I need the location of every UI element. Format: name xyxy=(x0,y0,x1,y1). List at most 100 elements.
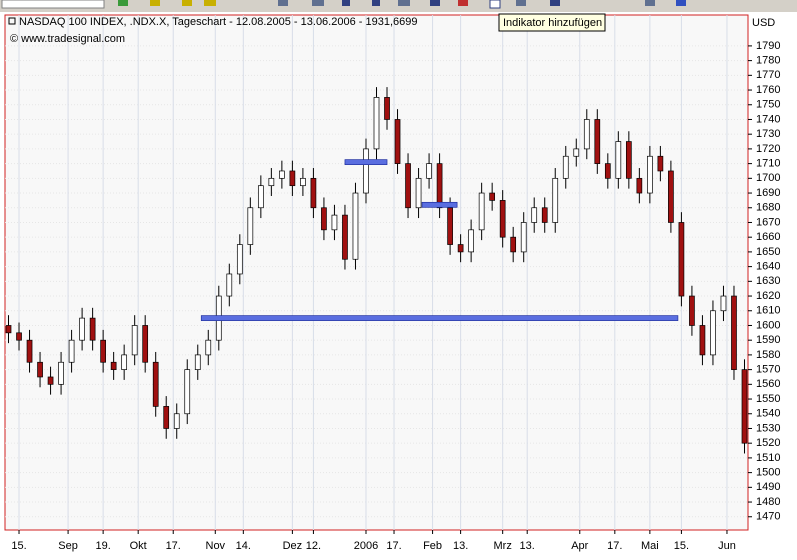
x-tick-label: 19. xyxy=(95,540,110,552)
y-tick-label: 1550 xyxy=(756,393,780,405)
candle-body xyxy=(184,369,191,415)
candle-body xyxy=(384,97,390,120)
candle-body xyxy=(89,317,96,341)
y-tick-label: 1780 xyxy=(756,55,780,67)
candle-body xyxy=(710,310,716,356)
y-tick-label: 1660 xyxy=(756,231,780,243)
y-tick-label: 1760 xyxy=(756,84,780,96)
candle-body xyxy=(731,295,737,370)
candle-body xyxy=(531,207,538,223)
candle-body xyxy=(604,163,611,179)
candle-body xyxy=(447,207,453,245)
x-tick-label: Dez xyxy=(283,540,303,552)
x-tick-label: 12. xyxy=(306,540,321,552)
y-tick-label: 1710 xyxy=(756,158,780,170)
candle-body xyxy=(352,192,359,260)
y-tick-label: 1470 xyxy=(756,511,780,523)
candle-body xyxy=(562,155,569,179)
chart-subtitle: © www.tradesignal.com xyxy=(10,33,125,45)
candle-body xyxy=(226,273,233,297)
x-tick-label: 13. xyxy=(520,540,535,552)
candle-body xyxy=(625,141,632,179)
candle-body xyxy=(699,325,706,356)
y-tick-label: 1740 xyxy=(756,113,780,125)
candle-body xyxy=(173,413,180,429)
y-axis-label: USD xyxy=(752,17,775,29)
tooltip: Indikator hinzufügen xyxy=(503,17,602,29)
y-tick-label: 1520 xyxy=(756,437,780,449)
candle-body xyxy=(110,361,117,370)
candle-body xyxy=(16,332,22,341)
candle-body xyxy=(363,148,369,194)
x-tick-label: 15. xyxy=(674,540,689,552)
x-tick-label: 13. xyxy=(453,540,468,552)
candle-body xyxy=(37,361,43,378)
candle-body xyxy=(142,325,149,363)
candle-body xyxy=(321,207,327,231)
candle-body xyxy=(436,163,443,209)
candle-body xyxy=(415,177,422,209)
candle-body xyxy=(541,207,548,223)
y-tick-label: 1620 xyxy=(756,290,780,302)
x-tick-label: Nov xyxy=(206,540,226,552)
y-tick-label: 1570 xyxy=(756,364,780,376)
candle-body xyxy=(594,119,601,164)
y-tick-label: 1630 xyxy=(756,275,780,287)
candle-body xyxy=(468,229,474,253)
candle-body xyxy=(741,369,748,444)
y-tick-label: 1730 xyxy=(756,128,780,140)
y-tick-label: 1670 xyxy=(756,216,780,228)
candle-body xyxy=(100,339,106,363)
candle-body xyxy=(499,200,506,238)
tooltip-box xyxy=(498,13,606,32)
candle-body xyxy=(26,339,33,363)
y-tick-label: 1770 xyxy=(756,69,780,81)
candle-body xyxy=(573,148,580,157)
y-tick-label: 1540 xyxy=(756,408,780,420)
y-tick-label: 1650 xyxy=(756,246,780,258)
chart-title: NASDAQ 100 INDEX, .NDX.X, Tageschart - 1… xyxy=(19,16,417,28)
y-tick-label: 1560 xyxy=(756,378,780,390)
y-tick-label: 1590 xyxy=(756,334,780,346)
candle-body xyxy=(668,170,674,223)
candle-body xyxy=(457,244,464,253)
toolbar-icons xyxy=(118,0,686,9)
candle-body xyxy=(373,97,380,150)
candle-body xyxy=(121,354,128,370)
y-tick-label: 1600 xyxy=(756,319,780,331)
marks xyxy=(5,87,748,454)
candle-body xyxy=(647,155,653,194)
y-tick-label: 1720 xyxy=(756,143,780,155)
candle-body xyxy=(5,325,12,334)
x-tick-label: 17. xyxy=(386,540,401,552)
y-tick-label: 1530 xyxy=(756,422,780,434)
x-tick-label: Apr xyxy=(571,540,588,552)
symbol-input[interactable] xyxy=(1,0,105,9)
candle-body xyxy=(342,214,348,260)
y-tick-label: 1580 xyxy=(756,349,780,361)
candle-body xyxy=(510,236,517,253)
y-tick-label: 1700 xyxy=(756,172,780,184)
x-tick-label: Feb xyxy=(423,540,442,552)
x-tick-label: 17. xyxy=(607,540,622,552)
candle-body xyxy=(720,295,727,312)
candle-body xyxy=(58,361,64,385)
y-tick-label: 1510 xyxy=(756,452,780,464)
x-tick-label: Okt xyxy=(130,540,147,552)
candle-body xyxy=(310,177,317,209)
y-tick-label: 1610 xyxy=(756,305,780,317)
candle-body xyxy=(678,222,685,297)
candle-body xyxy=(47,376,54,385)
candle-body xyxy=(405,163,411,209)
y-tick-label: 1490 xyxy=(756,481,780,493)
y-tick-label: 1790 xyxy=(756,40,780,52)
y-tick-label: 1750 xyxy=(756,99,780,111)
candle-body xyxy=(79,317,85,341)
x-tick-label: 17. xyxy=(166,540,181,552)
candle-body xyxy=(205,339,212,356)
y-tick-label: 1680 xyxy=(756,202,780,214)
candle-body xyxy=(289,170,296,187)
candle-body xyxy=(257,185,264,209)
